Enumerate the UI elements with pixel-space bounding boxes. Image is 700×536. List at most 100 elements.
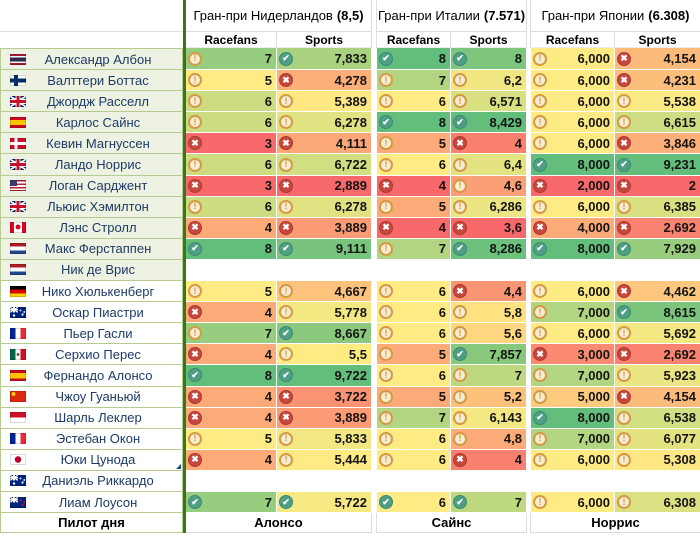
score-cell[interactable]: ! 7 <box>186 48 277 71</box>
score-cell[interactable]: ✔ 7 <box>451 491 526 514</box>
gp-header-japan[interactable]: Гран-при Японии (6.308) <box>531 0 700 32</box>
driver-name-cell[interactable]: Эстебан Окон <box>0 428 183 450</box>
score-cell[interactable]: ✔ 8 <box>377 48 451 71</box>
score-cell[interactable]: ✖ 2,692 <box>615 217 700 239</box>
score-cell[interactable]: ! 6,722 <box>277 154 371 176</box>
score-cell[interactable]: ! 6,000 <box>531 449 615 471</box>
score-cell[interactable]: ! 5,389 <box>277 91 371 113</box>
score-cell[interactable]: ! 5 <box>377 133 451 155</box>
score-cell[interactable]: ! 6,278 <box>277 196 371 218</box>
score-cell[interactable]: ! 6 <box>377 154 451 176</box>
score-cell[interactable]: ! 7 <box>377 238 451 260</box>
score-cell[interactable]: ! 7 <box>377 407 451 429</box>
score-cell[interactable]: ✖ 4,111 <box>277 133 371 155</box>
score-cell[interactable]: ✔ 8,667 <box>277 323 371 345</box>
score-cell[interactable]: ! 6 <box>186 196 277 218</box>
score-cell[interactable]: ✖ 4,000 <box>531 217 615 239</box>
score-cell[interactable]: ! 5 <box>186 428 277 450</box>
score-cell[interactable]: ! 5 <box>377 344 451 366</box>
score-cell[interactable] <box>186 470 277 492</box>
score-cell[interactable]: ✔ 7,833 <box>277 48 371 71</box>
score-cell[interactable]: ! 6 <box>377 302 451 324</box>
score-cell[interactable]: ✖ 4 <box>186 302 277 324</box>
score-cell[interactable]: ! 6 <box>186 91 277 113</box>
score-cell[interactable]: ✖ 4 <box>186 407 277 429</box>
score-cell[interactable]: ✔ 8 <box>186 238 277 260</box>
score-cell[interactable]: ! 5,8 <box>451 302 526 324</box>
score-cell[interactable]: ✔ 9,722 <box>277 365 371 387</box>
score-cell[interactable]: ! 5 <box>186 70 277 92</box>
score-cell[interactable]: ! 5 <box>377 386 451 408</box>
score-cell[interactable]: ✖ 4 <box>451 449 526 471</box>
score-cell[interactable]: ! 6,000 <box>531 133 615 155</box>
score-cell[interactable]: ! 5,000 <box>531 386 615 408</box>
score-cell[interactable]: ✖ 3 <box>186 133 277 155</box>
score-cell[interactable]: ! 6,000 <box>531 91 615 113</box>
driver-name-cell[interactable]: Карлос Сайнс <box>0 112 183 134</box>
score-cell[interactable]: ! 6,000 <box>531 70 615 92</box>
score-cell[interactable]: ✖ 3,889 <box>277 217 371 239</box>
score-cell[interactable]: ✖ 3 <box>186 175 277 197</box>
driver-name-cell[interactable]: Кевин Магнуссен <box>0 133 183 155</box>
col-header-sports-nl[interactable]: Sports <box>277 32 371 48</box>
score-cell[interactable]: ✔ 8,000 <box>531 238 615 260</box>
score-cell[interactable]: ✖ 4,278 <box>277 70 371 92</box>
driver-name-cell[interactable]: Валттери Боттас <box>0 70 183 92</box>
score-cell[interactable]: ! 6,000 <box>531 196 615 218</box>
score-cell[interactable] <box>451 259 526 282</box>
score-cell[interactable]: ✖ 2,000 <box>531 175 615 197</box>
score-cell[interactable]: ✖ 4,4 <box>451 281 526 303</box>
score-cell[interactable]: ✔ 8,615 <box>615 302 700 324</box>
col-header-racefans-jp[interactable]: Racefans <box>531 32 615 48</box>
score-cell[interactable]: ! 6 <box>377 428 451 450</box>
score-cell[interactable]: ✖ 2,889 <box>277 175 371 197</box>
driver-name-cell[interactable]: Александр Албон <box>0 48 183 71</box>
score-cell[interactable]: ✖ 4 <box>451 133 526 155</box>
col-header-racefans-nl[interactable]: Racefans <box>186 32 277 48</box>
score-cell[interactable] <box>186 259 277 282</box>
score-cell[interactable]: ✖ 3,846 <box>615 133 700 155</box>
score-cell[interactable]: ✔ 9,231 <box>615 154 700 176</box>
score-cell[interactable]: ! 6,615 <box>615 112 700 134</box>
score-cell[interactable] <box>531 259 615 282</box>
col-header-sports-jp[interactable]: Sports <box>615 32 700 48</box>
driver-name-cell[interactable]: Пьер Гасли <box>0 323 183 345</box>
score-cell[interactable]: ! 5,2 <box>451 386 526 408</box>
score-cell[interactable]: ! 5,778 <box>277 302 371 324</box>
driver-name-cell[interactable]: Льюис Хэмилтон <box>0 196 183 218</box>
score-cell[interactable]: ✖ 2,692 <box>615 344 700 366</box>
score-cell[interactable]: ✖ 4,154 <box>615 386 700 408</box>
score-cell[interactable]: ! 5,833 <box>277 428 371 450</box>
score-cell[interactable]: ! 5,444 <box>277 449 371 471</box>
score-cell[interactable]: ! 7 <box>377 70 451 92</box>
driver-name-cell[interactable]: Оскар Пиастри <box>0 302 183 324</box>
score-cell[interactable]: ! 6 <box>377 449 451 471</box>
score-cell[interactable]: ✖ 3,722 <box>277 386 371 408</box>
score-cell[interactable]: ✖ 2 <box>615 175 700 197</box>
score-cell[interactable]: ! 6,385 <box>615 196 700 218</box>
score-cell[interactable]: ✖ 4 <box>377 217 451 239</box>
score-cell[interactable]: ! 5,5 <box>277 344 371 366</box>
score-cell[interactable]: ! 6,143 <box>451 407 526 429</box>
driver-of-day-netherlands[interactable]: Алонсо <box>186 513 371 533</box>
score-cell[interactable]: ! 5,692 <box>615 323 700 345</box>
score-cell[interactable]: ! 5,6 <box>451 323 526 345</box>
driver-name-cell[interactable]: Логан Сарджент <box>0 175 183 197</box>
score-cell[interactable]: ! 4,6 <box>451 175 526 197</box>
score-cell[interactable]: ! 7 <box>186 323 277 345</box>
score-cell[interactable]: ✔ 8,429 <box>451 112 526 134</box>
score-cell[interactable]: ! 6 <box>186 154 277 176</box>
score-cell[interactable] <box>277 470 371 492</box>
score-cell[interactable]: ✖ 4 <box>186 217 277 239</box>
score-cell[interactable]: ! 6 <box>377 365 451 387</box>
driver-of-day-label-cell[interactable]: Пилот дня <box>0 513 183 533</box>
score-cell[interactable]: ! 6,000 <box>531 323 615 345</box>
driver-name-cell[interactable]: Даниэль Риккардо <box>0 470 183 492</box>
col-header-sports-it[interactable]: Sports <box>451 32 526 48</box>
gp-header-netherlands[interactable]: Гран-при Нидерландов (8,5) <box>186 0 371 32</box>
score-cell[interactable]: ! 6,077 <box>615 428 700 450</box>
score-cell[interactable]: ✔ 8 <box>451 48 526 71</box>
score-cell[interactable] <box>451 470 526 492</box>
score-cell[interactable]: ! 5,538 <box>615 91 700 113</box>
score-cell[interactable] <box>277 259 371 282</box>
